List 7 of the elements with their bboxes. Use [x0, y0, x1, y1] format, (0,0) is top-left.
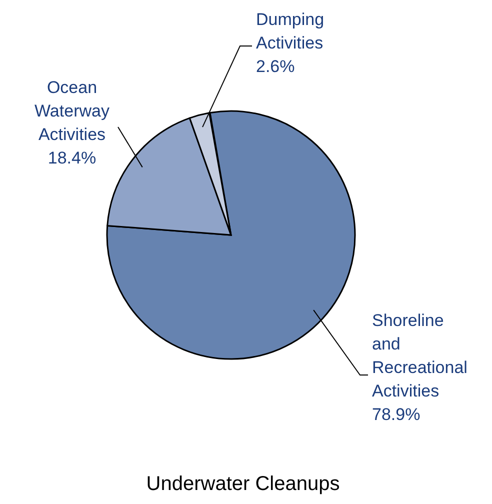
- text: Underwater Cleanups: [146, 473, 340, 495]
- slice-label: Shoreline and Recreational Activities: [372, 311, 468, 400]
- slice-label: Dumping Activities: [256, 10, 324, 52]
- data-label: 18.4%: [48, 148, 96, 168]
- data-label: 2.6%: [256, 57, 295, 76]
- data-label: 78.9%: [372, 405, 420, 424]
- slice-label: Ocean Waterway Activities: [34, 78, 110, 144]
